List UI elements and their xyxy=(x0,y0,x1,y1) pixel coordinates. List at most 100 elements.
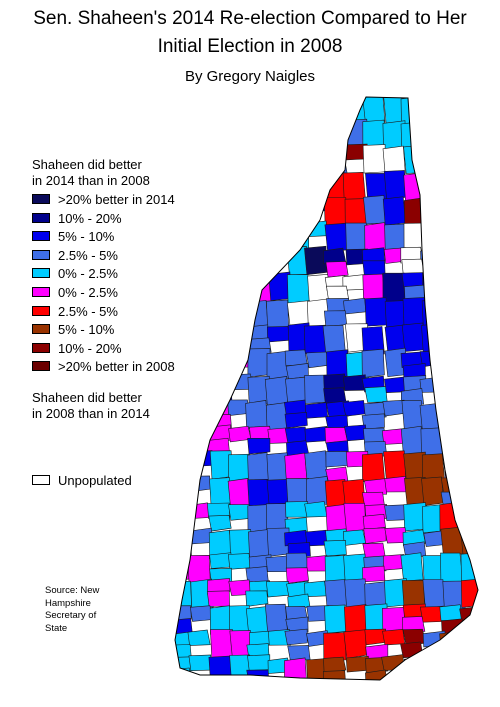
town-region xyxy=(419,376,443,393)
town-region xyxy=(208,377,232,394)
town-region xyxy=(324,579,348,609)
town-region xyxy=(175,234,193,252)
state-outline xyxy=(174,96,479,681)
town-region xyxy=(190,221,214,239)
map-byline: By Gregory Naigles xyxy=(184,68,316,85)
town-region xyxy=(403,172,427,202)
town-region xyxy=(343,297,367,315)
town-region xyxy=(460,220,478,238)
town-region xyxy=(365,669,389,680)
town-region xyxy=(459,476,478,493)
town-region xyxy=(401,322,425,352)
town-region xyxy=(364,386,388,403)
town-region xyxy=(381,654,405,671)
town-region xyxy=(284,223,308,241)
town-region xyxy=(190,247,215,277)
town-region xyxy=(363,527,387,544)
town-region xyxy=(324,427,348,444)
town-region xyxy=(458,198,478,228)
town-region xyxy=(420,655,444,672)
town-region xyxy=(384,475,408,493)
legend-label: >20% better in 2014 xyxy=(58,192,175,207)
town-region xyxy=(440,386,464,404)
town-region xyxy=(458,145,478,163)
town-region xyxy=(441,159,465,176)
town-region xyxy=(323,310,348,327)
town-region xyxy=(306,173,330,203)
town-region xyxy=(458,171,478,202)
town-region xyxy=(175,361,195,379)
town-region xyxy=(325,261,349,278)
town-region xyxy=(246,236,270,254)
town-region xyxy=(266,120,290,138)
town-region xyxy=(344,578,368,608)
town-region xyxy=(206,338,230,356)
legend-swatch xyxy=(32,212,50,223)
town-region xyxy=(287,120,311,137)
town-region xyxy=(175,223,192,240)
town-region xyxy=(423,169,447,199)
town-region xyxy=(305,476,329,506)
town-region xyxy=(343,604,367,634)
town-region xyxy=(459,654,478,672)
town-region xyxy=(304,426,328,443)
town-region xyxy=(266,326,291,343)
town-region xyxy=(187,629,211,646)
town-region xyxy=(403,657,427,674)
town-region xyxy=(209,195,233,212)
town-region xyxy=(187,172,211,202)
town-region xyxy=(419,196,443,226)
town-region xyxy=(439,145,463,162)
town-region xyxy=(304,402,329,419)
town-region xyxy=(439,631,463,661)
town-region xyxy=(307,147,331,177)
town-region xyxy=(286,132,310,149)
town-region xyxy=(326,349,350,379)
town-region xyxy=(420,121,444,151)
legend-header-bottom: Shaheen did better in 2008 than in 2014 xyxy=(32,390,150,421)
town-region xyxy=(226,298,251,329)
town-region xyxy=(422,271,446,289)
town-region xyxy=(284,426,308,444)
town-region xyxy=(421,322,445,353)
town-region xyxy=(400,425,424,456)
town-region xyxy=(207,363,231,380)
town-region xyxy=(246,669,270,680)
town-region xyxy=(248,246,273,263)
town-region xyxy=(190,399,215,429)
town-region xyxy=(189,605,213,622)
town-region xyxy=(442,233,466,251)
town-region xyxy=(285,552,309,570)
town-region xyxy=(304,245,328,276)
town-region xyxy=(400,97,424,126)
town-region xyxy=(382,628,406,646)
town-region xyxy=(286,209,310,227)
town-region xyxy=(287,274,311,304)
town-region xyxy=(460,97,478,123)
legend-swatch xyxy=(32,268,50,279)
town-region xyxy=(227,478,251,508)
legend-swatch xyxy=(32,361,50,372)
town-region xyxy=(175,337,192,354)
town-region xyxy=(227,553,251,570)
town-region xyxy=(404,476,428,507)
town-region xyxy=(210,146,234,176)
town-region xyxy=(460,578,478,608)
town-region xyxy=(175,97,193,123)
town-region xyxy=(322,324,346,355)
town-region xyxy=(421,144,445,174)
town-region xyxy=(459,606,478,623)
town-region xyxy=(285,616,309,633)
town-region xyxy=(323,632,347,662)
town-region xyxy=(175,476,195,493)
legend-swatch-unpopulated xyxy=(32,475,50,485)
legend-swatch xyxy=(32,231,50,242)
town-region xyxy=(285,146,309,176)
legend-label: 0% - 2.5% xyxy=(58,266,118,282)
town-region xyxy=(439,374,463,391)
town-region xyxy=(324,604,348,634)
town-region xyxy=(324,158,348,176)
town-region xyxy=(247,452,271,482)
town-region xyxy=(175,159,195,176)
town-region xyxy=(304,220,328,238)
